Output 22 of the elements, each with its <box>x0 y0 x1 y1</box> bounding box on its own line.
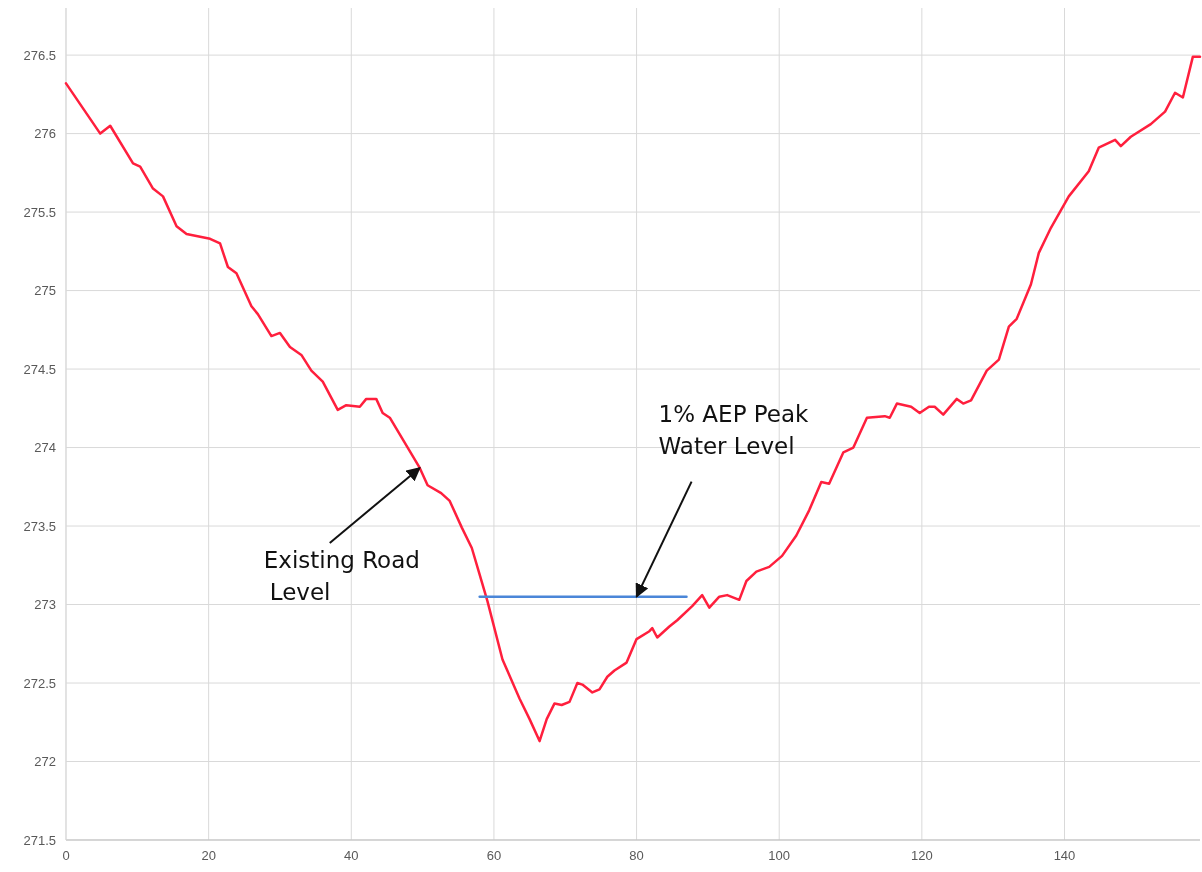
x-tick-label: 80 <box>629 848 644 863</box>
x-tick-label: 120 <box>911 848 933 863</box>
x-tick-label: 40 <box>344 848 359 863</box>
x-tick-label: 100 <box>768 848 791 863</box>
y-tick-label: 273 <box>34 597 56 613</box>
y-tick-label: 276.5 <box>23 47 56 63</box>
annotation: 1% AEP Peak Water Level <box>658 400 810 459</box>
x-tick-label: 20 <box>201 848 216 863</box>
y-tick-label: 273.5 <box>23 518 56 534</box>
x-tick-label: 140 <box>1053 848 1076 863</box>
y-tick-label: 275.5 <box>23 204 56 220</box>
y-tick-label: 274 <box>34 440 56 456</box>
annotation: Existing Road Level <box>263 546 420 605</box>
y-tick-label: 272.5 <box>23 675 56 691</box>
x-tick-label: 60 <box>486 848 502 863</box>
line-series <box>64 55 1202 743</box>
y-tick-label: 274.5 <box>23 361 56 377</box>
y-tick-label: 275 <box>34 283 56 299</box>
y-tick-label: 271.5 <box>23 832 56 848</box>
x-tick-label: 0 <box>62 848 70 863</box>
y-tick-label: 272 <box>34 754 56 770</box>
y-tick-label: 276 <box>34 126 56 142</box>
